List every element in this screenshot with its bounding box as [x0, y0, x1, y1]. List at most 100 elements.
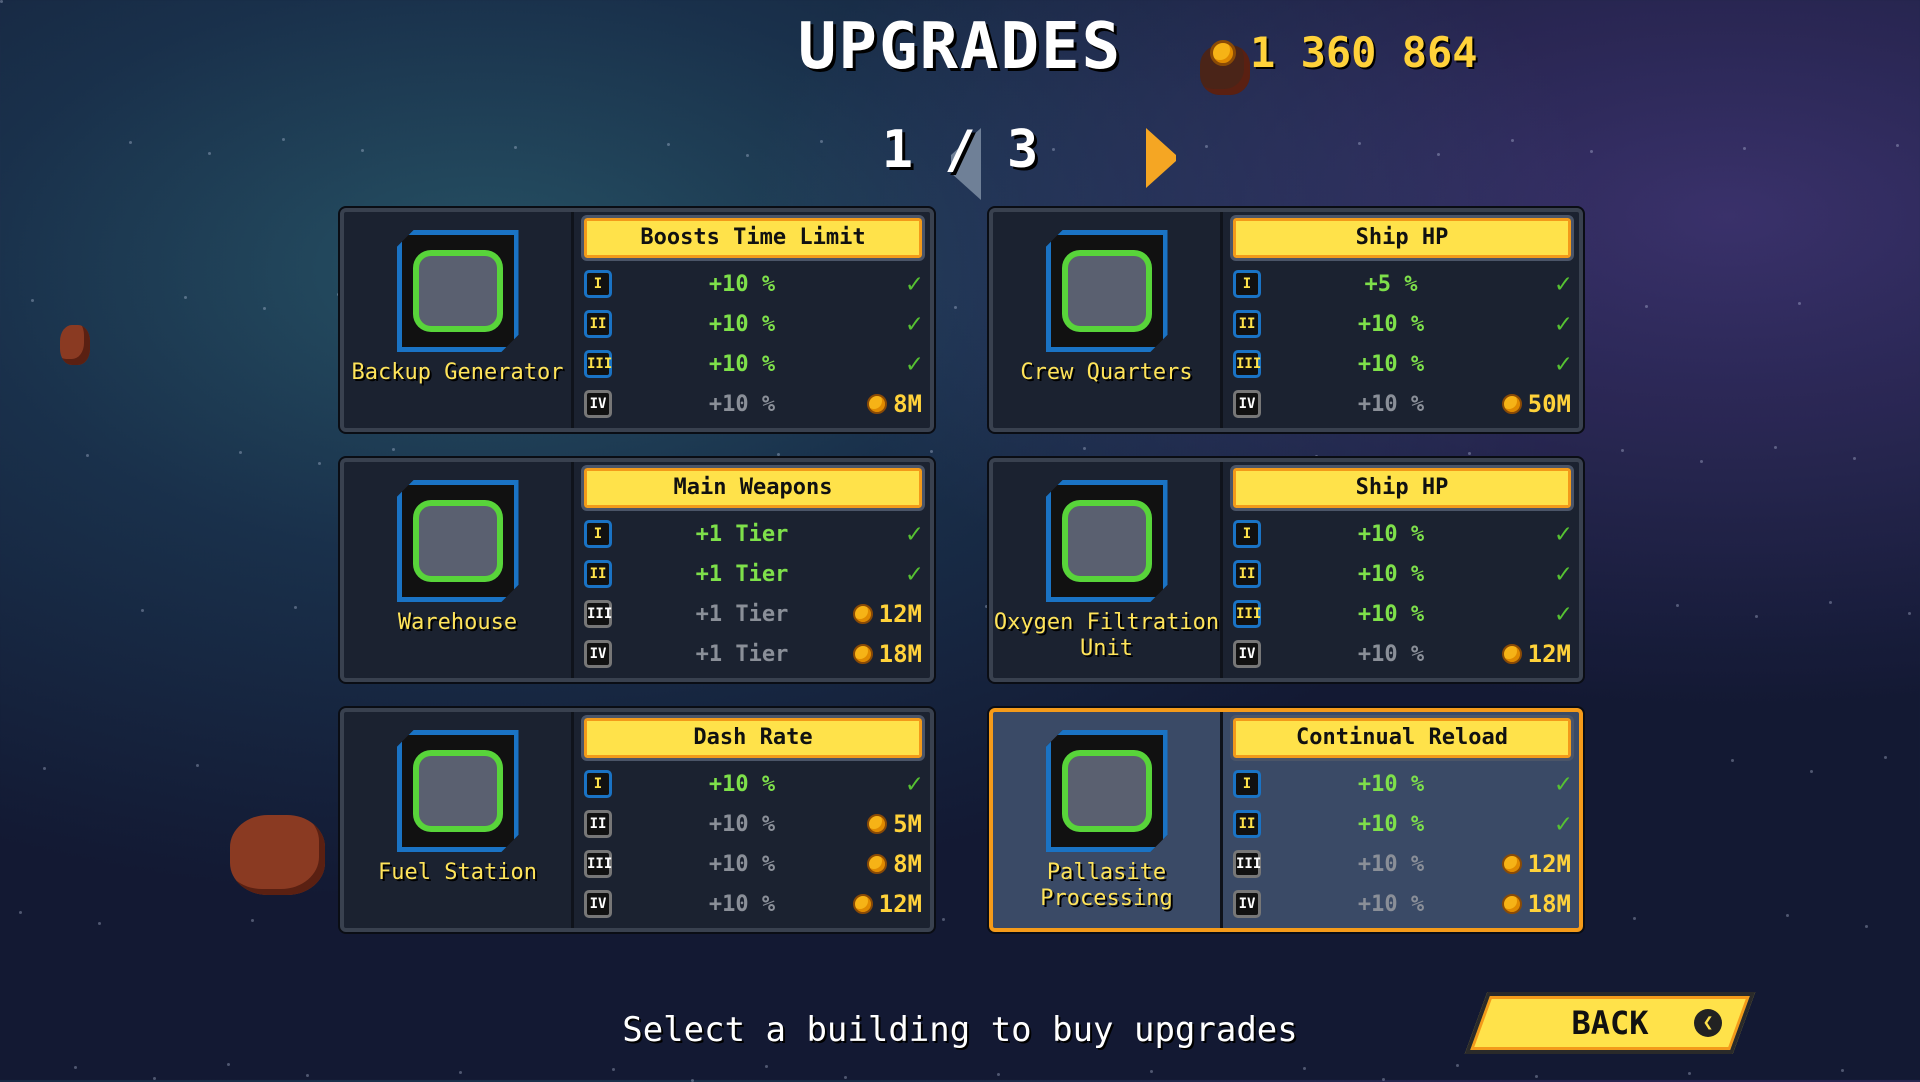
coin-icon — [1501, 394, 1522, 414]
instruction-text: Select a building to buy upgrades — [622, 1010, 1298, 1050]
tier-cost[interactable]: 12M — [1481, 850, 1571, 878]
tier-badge: III — [584, 850, 612, 878]
upgrade-title: Dash Rate — [581, 715, 925, 761]
tier-cost[interactable]: 12M — [832, 890, 922, 918]
tier-badge: I — [584, 770, 612, 798]
tier-row: III +10 % ✓ — [584, 344, 922, 384]
tier-row: IV +10 % 18M — [1233, 884, 1571, 924]
upgrade-panel: Main Weapons I +1 Tier ✓ II +1 Tier ✓ II… — [574, 462, 930, 678]
tier-value: +10 % — [1357, 351, 1425, 377]
tier-row: III +10 % ✓ — [1233, 344, 1571, 384]
star — [43, 767, 46, 770]
tier-row: IV +1 Tier 18M — [584, 634, 922, 674]
back-button[interactable]: BACK ❮ — [1464, 992, 1756, 1054]
star — [184, 296, 187, 299]
star — [624, 456, 627, 459]
tier-cost[interactable]: 5M — [832, 810, 922, 838]
tier-value: +10 % — [1357, 851, 1425, 877]
star — [899, 151, 902, 154]
star — [361, 149, 364, 152]
tier-value: +10 % — [1357, 391, 1425, 417]
star — [1829, 601, 1832, 604]
tier-value: +1 Tier — [695, 561, 789, 587]
star — [1358, 142, 1361, 145]
tier-cost[interactable]: 12M — [832, 600, 922, 628]
tier-row: I +10 % ✓ — [1233, 764, 1571, 804]
cost-value: 12M — [878, 890, 922, 918]
tier-row: I +10 % ✓ — [584, 764, 922, 804]
building-icon — [396, 730, 519, 852]
tier-row: II +10 % ✓ — [584, 304, 922, 344]
tier-cost[interactable]: 8M — [832, 390, 922, 418]
building-panel: Crew Quarters — [993, 212, 1223, 428]
star — [667, 143, 670, 146]
star — [612, 1068, 615, 1071]
building-card[interactable]: Warehouse Main Weapons I +1 Tier ✓ II +1… — [340, 458, 934, 682]
tier-badge: II — [1233, 560, 1261, 588]
tier-row: III +10 % ✓ — [1233, 594, 1571, 634]
tier-row: III +1 Tier 12M — [584, 594, 922, 634]
upgrade-panel: Ship HP I +5 % ✓ II +10 % ✓ III +10 % ✓ … — [1223, 212, 1579, 428]
tier-badge: IV — [584, 390, 612, 418]
star — [1511, 139, 1514, 142]
building-card[interactable]: Oxygen Filtration Unit Ship HP I +10 % ✓… — [989, 458, 1583, 682]
cost-value: 8M — [893, 850, 922, 878]
next-page-arrow-icon[interactable] — [1146, 128, 1194, 188]
currency-display: 1 360 864 — [1210, 28, 1478, 77]
back-arrow-icon: ❮ — [1694, 1009, 1722, 1037]
upgrade-panel: Continual Reload I +10 % ✓ II +10 % ✓ II… — [1223, 712, 1579, 928]
check-icon: ✓ — [1555, 599, 1571, 629]
star — [765, 1065, 768, 1068]
star — [1896, 144, 1899, 147]
star — [1884, 756, 1887, 759]
tier-cost[interactable]: 50M — [1481, 390, 1571, 418]
tier-cost[interactable]: 18M — [1481, 890, 1571, 918]
tier-badge: II — [584, 810, 612, 838]
tier-row: II +1 Tier ✓ — [584, 554, 922, 594]
check-icon: ✓ — [906, 309, 922, 339]
star — [1621, 449, 1624, 452]
prev-page-arrow-icon[interactable] — [745, 128, 981, 200]
tier-cost[interactable]: 18M — [832, 640, 922, 668]
building-card[interactable]: Backup Generator Boosts Time Limit I +10… — [340, 208, 934, 432]
cost-value: 12M — [1527, 640, 1571, 668]
star — [1590, 150, 1593, 153]
star — [1205, 145, 1208, 148]
star — [997, 1073, 1000, 1076]
star — [930, 450, 933, 453]
tier-badge: I — [1233, 270, 1261, 298]
upgrade-title: Boosts Time Limit — [581, 215, 925, 261]
check-icon: ✓ — [906, 349, 922, 379]
check-icon: ✓ — [906, 269, 922, 299]
tier-row: II +10 % ✓ — [1233, 554, 1571, 594]
cost-value: 8M — [893, 390, 922, 418]
tier-value: +10 % — [1357, 601, 1425, 627]
tier-row: II +10 % ✓ — [1233, 304, 1571, 344]
star — [1865, 925, 1868, 928]
cost-value: 18M — [878, 640, 922, 668]
star — [31, 299, 34, 302]
building-card[interactable]: Fuel Station Dash Rate I +10 % ✓ II +10 … — [340, 708, 934, 932]
check-icon: ✓ — [1555, 349, 1571, 379]
star — [1841, 1069, 1844, 1072]
upgrade-panel: Dash Rate I +10 % ✓ II +10 % 5M III +10 … — [574, 712, 930, 928]
tier-value: +10 % — [708, 271, 776, 297]
building-panel: Fuel Station — [344, 712, 574, 928]
building-card[interactable]: Crew Quarters Ship HP I +5 % ✓ II +10 % … — [989, 208, 1583, 432]
tier-value: +10 % — [1357, 521, 1425, 547]
building-icon — [1045, 480, 1168, 602]
building-panel: Backup Generator — [344, 212, 574, 428]
star — [746, 154, 749, 157]
tier-badge: IV — [584, 640, 612, 668]
cost-value: 5M — [893, 810, 922, 838]
tier-cost[interactable]: 8M — [832, 850, 922, 878]
tier-cost[interactable]: 12M — [1481, 640, 1571, 668]
building-card[interactable]: Pallasite Processing Continual Reload I … — [989, 708, 1583, 932]
coin-icon — [1501, 854, 1522, 874]
star — [337, 293, 340, 296]
tier-row: II +10 % ✓ — [1233, 804, 1571, 844]
page-indicator: 1 / 3 — [881, 120, 1039, 180]
check-icon: ✓ — [1555, 519, 1571, 549]
tier-badge: II — [1233, 810, 1261, 838]
star — [74, 1066, 77, 1069]
